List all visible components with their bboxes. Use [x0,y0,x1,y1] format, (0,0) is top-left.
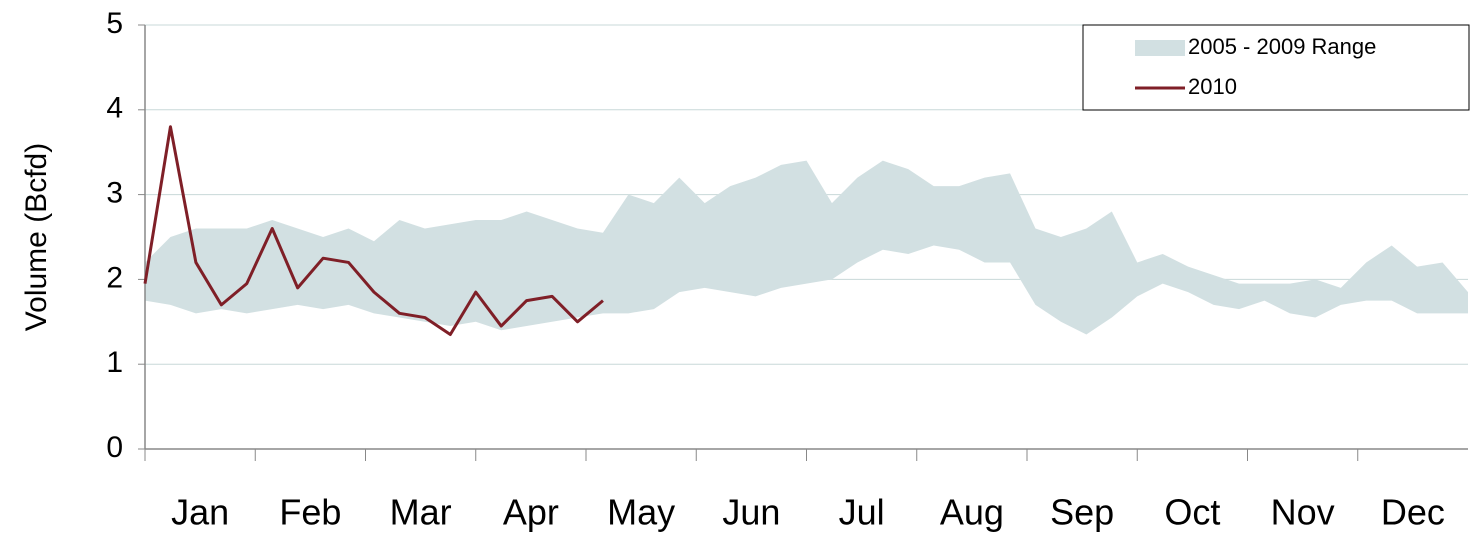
x-tick-label: Nov [1271,492,1335,533]
x-tick-label: Jan [171,492,229,533]
x-tick-label: Jul [839,492,885,533]
legend-swatch [1135,40,1185,56]
y-tick-label: 0 [106,431,123,464]
x-tick-label: Feb [279,492,341,533]
legend-label: 2010 [1188,74,1237,99]
y-tick-label: 4 [106,92,123,125]
y-tick-label: 3 [106,177,123,210]
legend-box [1082,24,1470,111]
x-tick-label: Oct [1164,492,1220,533]
x-tick-label: Mar [390,492,452,533]
y-tick-label: 5 [106,7,123,40]
x-tick-label: Jun [722,492,780,533]
x-tick-label: Sep [1050,492,1114,533]
x-tick-label: May [607,492,675,533]
legend-label: 2005 - 2009 Range [1188,34,1376,59]
y-axis-label: Volume (Bcfd) [20,143,53,331]
x-tick-label: Apr [503,492,559,533]
range-area [145,160,1468,335]
y-tick-label: 1 [106,346,123,379]
line-2010 [143,125,604,337]
x-tick-label: Dec [1381,492,1445,533]
y-tick-label: 2 [106,261,123,294]
x-tick-label: Aug [940,492,1004,533]
